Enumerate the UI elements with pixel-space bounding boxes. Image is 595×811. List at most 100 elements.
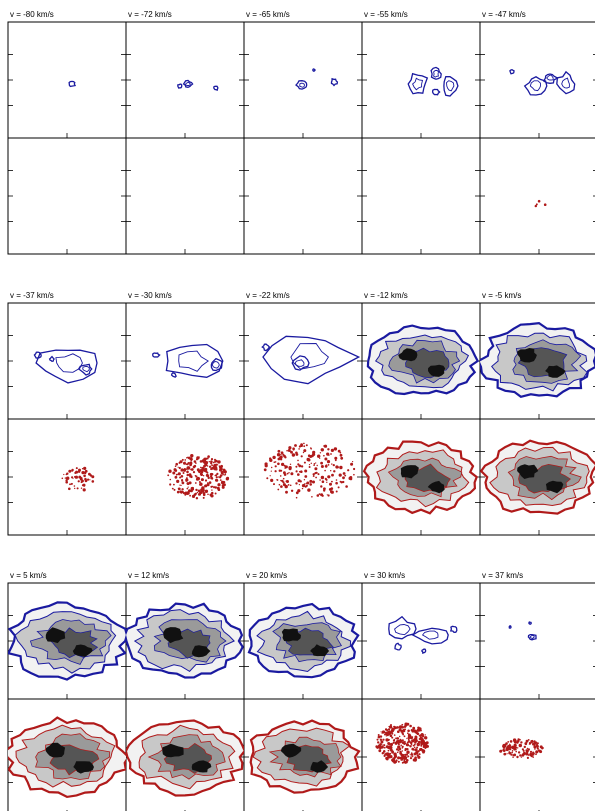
emission-speckle (210, 467, 213, 471)
emission-speckle (200, 468, 203, 472)
emission-speckle (308, 464, 311, 466)
emission-speckle (195, 488, 198, 492)
emission-speckle (509, 748, 512, 751)
emission-speckle (511, 750, 514, 752)
emission-speckle (315, 471, 318, 474)
emission-speckle (532, 756, 534, 758)
emission-speckle (534, 204, 537, 208)
speckle-map (534, 199, 547, 208)
emission-speckle (211, 491, 214, 495)
emission-speckle (185, 478, 189, 482)
emission-peak (400, 465, 419, 479)
emission-speckle (422, 750, 425, 754)
emission-speckle (512, 754, 515, 757)
emission-speckle (403, 760, 407, 764)
emission-speckle (389, 744, 391, 746)
emission-peak (73, 761, 94, 774)
emission-speckle (323, 489, 326, 492)
emission-speckle (313, 464, 315, 467)
contour-map (509, 68, 576, 96)
contour-line (55, 353, 83, 373)
emission-speckle (414, 748, 418, 752)
emission-speckle (297, 489, 301, 493)
emission-speckle (535, 753, 537, 756)
emission-speckle (406, 748, 409, 751)
emission-speckle (186, 473, 189, 477)
emission-speckle (419, 748, 422, 751)
speckle-map (61, 466, 95, 492)
emission-peak (191, 645, 211, 658)
emission-speckle (301, 487, 304, 490)
emission-speckle (212, 461, 215, 464)
emission-speckle (410, 729, 413, 732)
emission-speckle (312, 452, 316, 456)
contour-line (446, 80, 455, 92)
emission-speckle (284, 456, 287, 459)
emission-speckle (515, 748, 517, 751)
emission-speckle (319, 457, 321, 459)
contour-line (411, 627, 449, 645)
emission-speckle (84, 479, 88, 483)
emission-speckle (171, 487, 174, 490)
emission-speckle (307, 488, 311, 492)
contour-map (407, 66, 459, 97)
contour-line (312, 68, 316, 72)
emission-speckle (385, 735, 387, 737)
emission-speckle (317, 454, 321, 458)
emission-speckle (508, 751, 511, 753)
contour-map (126, 602, 244, 679)
contour-line (509, 68, 515, 75)
emission-speckle (280, 453, 282, 456)
emission-speckle (414, 736, 418, 739)
emission-speckle (421, 735, 425, 738)
emission-speckle (194, 482, 197, 484)
emission-speckle (401, 755, 405, 759)
emission-speckle (212, 464, 214, 467)
emission-speckle (331, 473, 334, 477)
contour-line (508, 625, 512, 629)
emission-speckle (91, 475, 95, 479)
emission-speckle (402, 729, 406, 733)
emission-speckle (277, 488, 280, 491)
emission-speckle (283, 473, 287, 476)
emission-speckle (280, 485, 283, 488)
emission-speckle (334, 456, 338, 460)
emission-speckle (211, 477, 214, 480)
emission-speckle (217, 460, 221, 464)
emission-speckle (324, 457, 328, 461)
contour-map (126, 719, 244, 797)
emission-speckle (280, 451, 284, 455)
emission-speckle (68, 487, 71, 491)
contour-line (546, 74, 554, 81)
emission-speckle (388, 726, 390, 728)
contour-line (394, 624, 411, 636)
emission-speckle (187, 462, 190, 464)
emission-speckle (512, 756, 514, 758)
emission-speckle (390, 729, 394, 733)
emission-speckle (412, 726, 416, 730)
emission-speckle (270, 470, 272, 472)
emission-speckle (277, 457, 281, 461)
emission-speckle (407, 733, 411, 737)
emission-speckle (181, 458, 184, 461)
velocity-label: v = -65 km/s (246, 10, 290, 19)
emission-speckle (333, 470, 336, 473)
emission-speckle (72, 477, 74, 479)
contour-map (295, 68, 339, 90)
emission-speckle (202, 496, 205, 499)
emission-speckle (300, 455, 303, 458)
emission-speckle (186, 468, 188, 470)
contour-line (178, 350, 210, 372)
contour-map (480, 321, 595, 398)
emission-speckle (413, 746, 416, 749)
emission-speckle (382, 744, 384, 746)
emission-speckle (298, 448, 300, 450)
emission-speckle (404, 728, 406, 731)
emission-speckle (410, 753, 414, 756)
emission-speckle (403, 735, 406, 738)
emission-speckle (177, 466, 179, 468)
emission-speckle (409, 736, 413, 739)
contour-line (299, 82, 305, 88)
emission-speckle (380, 731, 382, 733)
velocity-label: v = 37 km/s (482, 571, 523, 580)
